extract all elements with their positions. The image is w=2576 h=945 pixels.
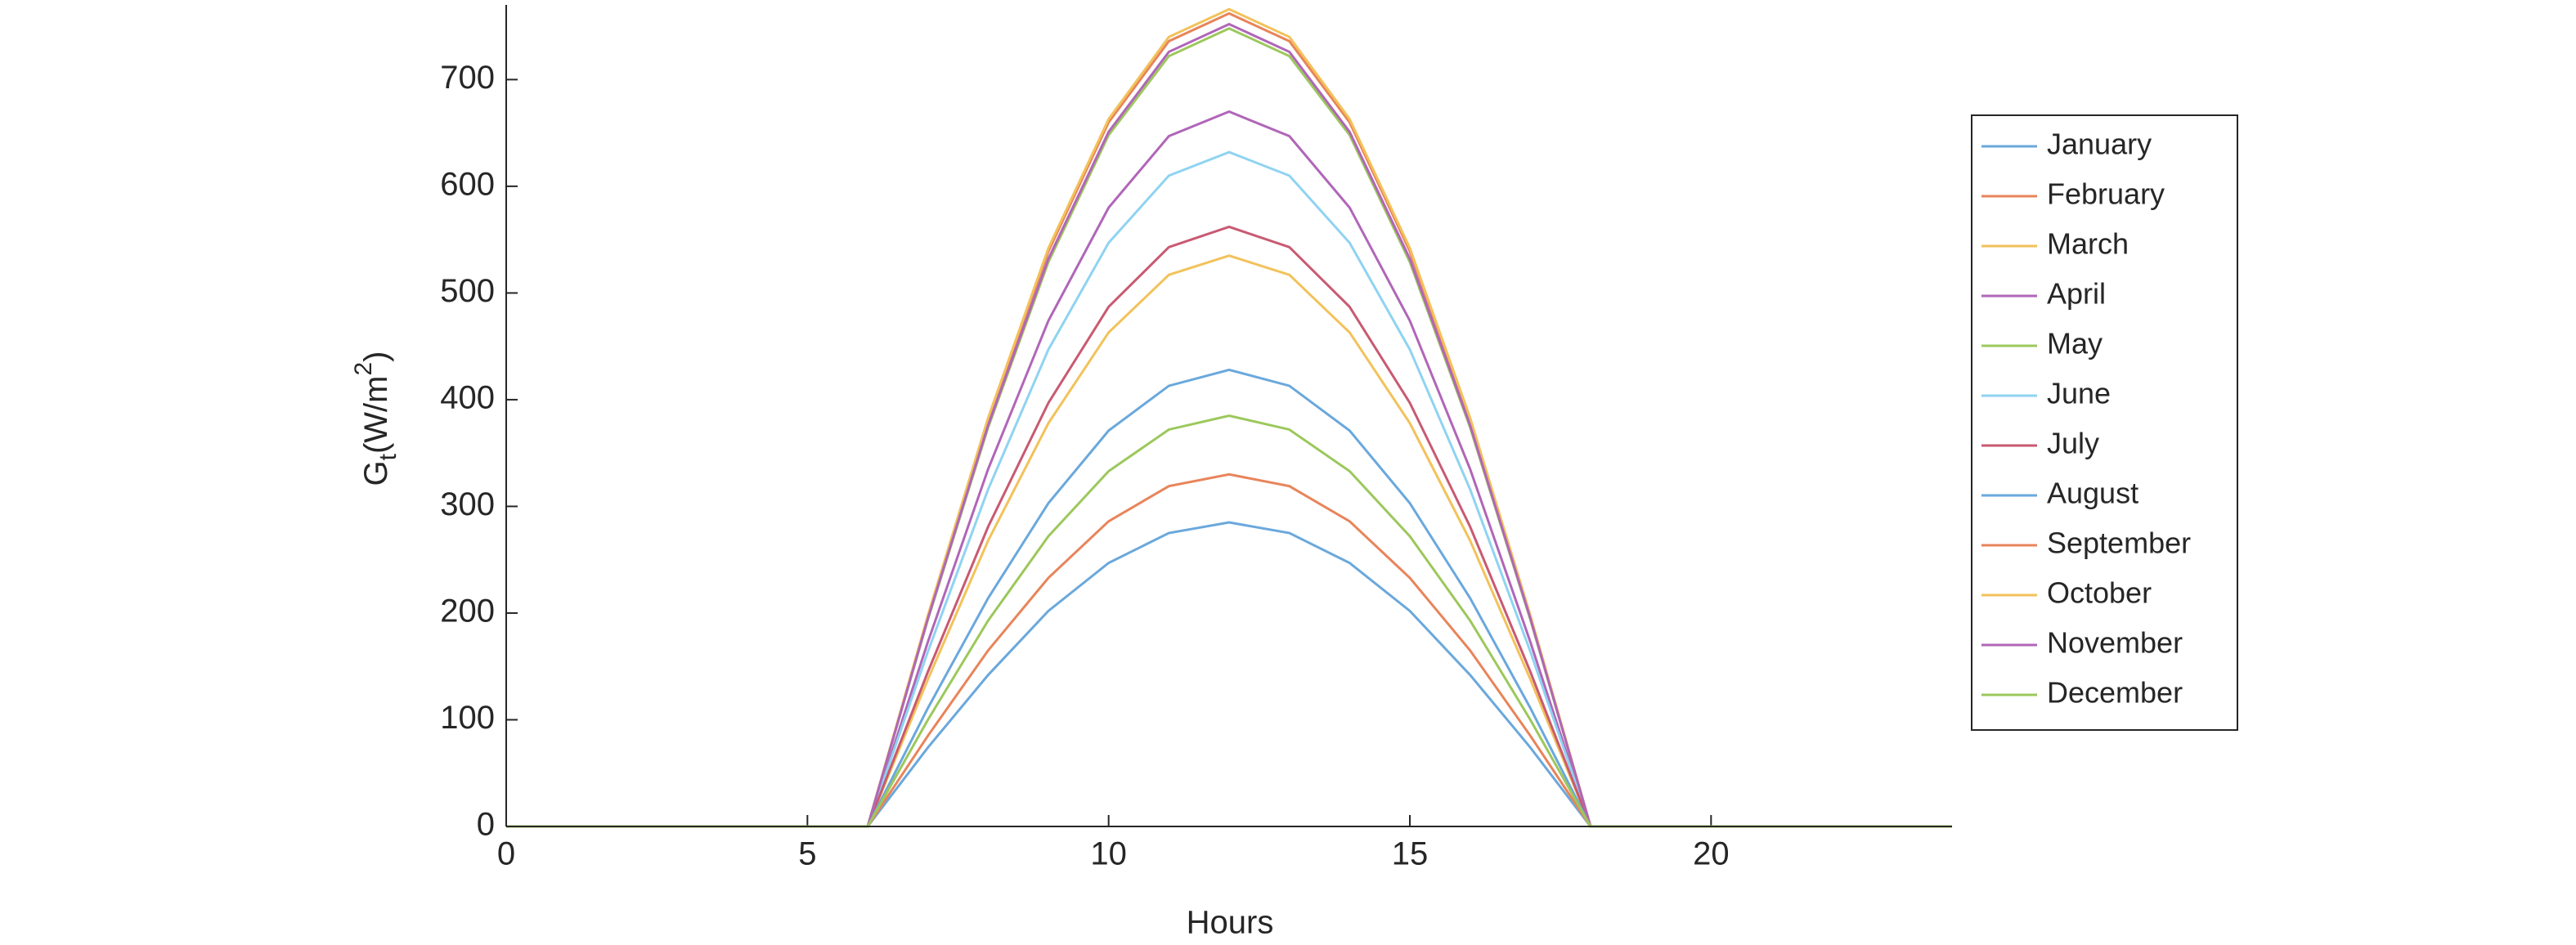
x-tick-label: 0 <box>497 836 515 872</box>
y-tick-label: 600 <box>440 166 495 202</box>
data-line <box>506 414 1952 828</box>
y-tick-label: 0 <box>477 807 495 843</box>
x-axis-label: Hours <box>1187 905 1274 941</box>
y-label-superscript: 2 <box>350 362 377 376</box>
legend-label: January <box>2047 128 2152 161</box>
y-tick-label: 200 <box>440 593 495 629</box>
y-label-part: (W/m <box>358 376 394 455</box>
data-line <box>506 368 1952 828</box>
y-label-part: G <box>358 460 394 486</box>
y-label-part: ) <box>358 352 394 362</box>
y-axis-label: Gt(W/m2) <box>350 352 402 486</box>
legend-label: June <box>2047 377 2111 410</box>
x-tick-label: 15 <box>1392 836 1429 872</box>
data-line <box>506 110 1952 828</box>
data-line <box>506 254 1952 828</box>
data-line <box>506 27 1952 828</box>
data-line <box>506 521 1952 828</box>
legend-label: August <box>2047 477 2138 510</box>
y-tick-label: 300 <box>440 486 495 522</box>
data-line <box>506 11 1952 828</box>
legend-label: March <box>2047 227 2129 261</box>
x-tick-label: 20 <box>1693 836 1730 872</box>
y-tick-label: 100 <box>440 700 495 736</box>
legend-label: October <box>2047 576 2152 610</box>
legend-label: September <box>2047 526 2191 560</box>
legend-box <box>1971 114 2238 731</box>
legend-label: July <box>2047 427 2099 460</box>
data-line <box>506 22 1952 828</box>
legend-label: April <box>2047 277 2106 311</box>
x-tick-label: 5 <box>798 836 816 872</box>
data-line <box>506 150 1952 828</box>
data-line <box>506 472 1952 828</box>
data-line <box>506 7 1952 828</box>
legend-label: February <box>2047 177 2165 211</box>
y-tick-label: 400 <box>440 379 495 415</box>
x-tick-label: 10 <box>1090 836 1127 872</box>
legend-label: May <box>2047 327 2103 361</box>
legend-label: December <box>2047 676 2183 710</box>
legend-label: November <box>2047 626 2183 660</box>
y-tick-label: 700 <box>440 60 495 96</box>
data-line <box>506 225 1952 828</box>
y-label-subscript: t <box>375 453 402 460</box>
y-tick-label: 500 <box>440 273 495 309</box>
